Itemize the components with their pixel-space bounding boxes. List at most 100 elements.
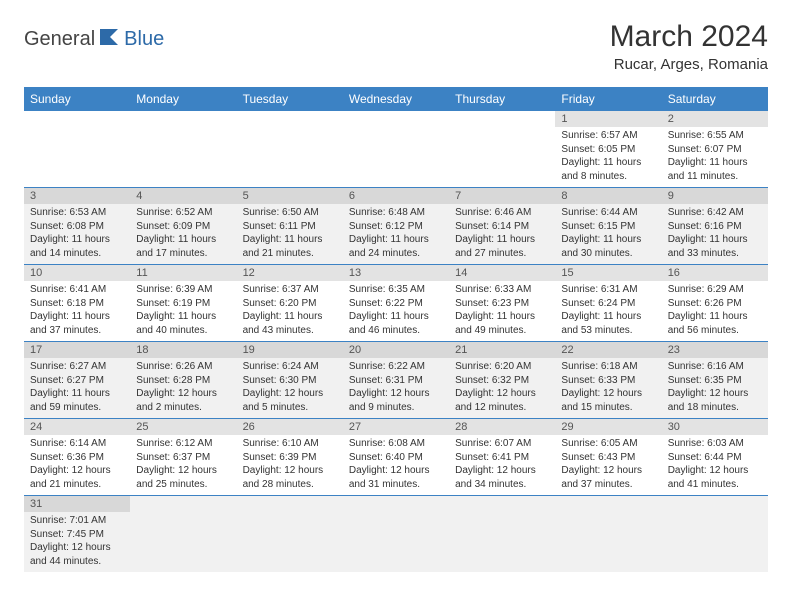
detail-line: Sunrise: 6:33 AM: [455, 283, 549, 297]
calendar-cell-empty: [343, 496, 449, 573]
calendar-cell: 24Sunrise: 6:14 AMSunset: 6:36 PMDayligh…: [24, 419, 130, 496]
detail-line: Daylight: 12 hours: [561, 387, 655, 401]
calendar-cell: 28Sunrise: 6:07 AMSunset: 6:41 PMDayligh…: [449, 419, 555, 496]
detail-line: and 27 minutes.: [455, 247, 549, 261]
calendar-cell: 18Sunrise: 6:26 AMSunset: 6:28 PMDayligh…: [130, 342, 236, 419]
calendar-cell-empty: [130, 496, 236, 573]
calendar-body: 1Sunrise: 6:57 AMSunset: 6:05 PMDaylight…: [24, 111, 768, 572]
calendar-row: 1Sunrise: 6:57 AMSunset: 6:05 PMDaylight…: [24, 111, 768, 188]
day-number: 7: [449, 188, 555, 204]
detail-line: Daylight: 11 hours: [349, 310, 443, 324]
detail-line: Sunset: 6:15 PM: [561, 220, 655, 234]
detail-line: Sunset: 6:32 PM: [455, 374, 549, 388]
day-number: 28: [449, 419, 555, 435]
day-number: 19: [237, 342, 343, 358]
day-details: Sunrise: 6:20 AMSunset: 6:32 PMDaylight:…: [449, 358, 555, 418]
day-number: 13: [343, 265, 449, 281]
day-number: 29: [555, 419, 661, 435]
detail-line: and 37 minutes.: [561, 478, 655, 492]
detail-line: Sunset: 6:24 PM: [561, 297, 655, 311]
detail-line: and 28 minutes.: [243, 478, 337, 492]
day-number: 15: [555, 265, 661, 281]
day-number: 11: [130, 265, 236, 281]
detail-line: Daylight: 12 hours: [243, 464, 337, 478]
day-number: 24: [24, 419, 130, 435]
calendar-row: 17Sunrise: 6:27 AMSunset: 6:27 PMDayligh…: [24, 342, 768, 419]
detail-line: Daylight: 11 hours: [243, 310, 337, 324]
day-details: Sunrise: 6:55 AMSunset: 6:07 PMDaylight:…: [662, 127, 768, 187]
detail-line: Sunset: 6:23 PM: [455, 297, 549, 311]
detail-line: Sunset: 6:26 PM: [668, 297, 762, 311]
day-number: 17: [24, 342, 130, 358]
day-details: Sunrise: 6:37 AMSunset: 6:20 PMDaylight:…: [237, 281, 343, 341]
detail-line: Sunrise: 6:39 AM: [136, 283, 230, 297]
detail-line: Sunset: 6:16 PM: [668, 220, 762, 234]
detail-line: Daylight: 11 hours: [30, 310, 124, 324]
detail-line: and 21 minutes.: [243, 247, 337, 261]
detail-line: Sunrise: 6:16 AM: [668, 360, 762, 374]
day-number: 22: [555, 342, 661, 358]
detail-line: Sunset: 6:43 PM: [561, 451, 655, 465]
day-details: Sunrise: 6:22 AMSunset: 6:31 PMDaylight:…: [343, 358, 449, 418]
detail-line: and 9 minutes.: [349, 401, 443, 415]
detail-line: Sunset: 6:05 PM: [561, 143, 655, 157]
detail-line: Sunset: 6:20 PM: [243, 297, 337, 311]
month-title: March 2024: [610, 20, 768, 54]
detail-line: Daylight: 12 hours: [30, 541, 124, 555]
day-details: Sunrise: 6:33 AMSunset: 6:23 PMDaylight:…: [449, 281, 555, 341]
calendar-cell-empty: [662, 496, 768, 573]
logo-text-1: General: [24, 28, 95, 51]
detail-line: Daylight: 11 hours: [455, 233, 549, 247]
detail-line: Daylight: 11 hours: [561, 310, 655, 324]
calendar-cell: 6Sunrise: 6:48 AMSunset: 6:12 PMDaylight…: [343, 188, 449, 265]
detail-line: and 15 minutes.: [561, 401, 655, 415]
detail-line: Sunset: 6:07 PM: [668, 143, 762, 157]
calendar-cell: 16Sunrise: 6:29 AMSunset: 6:26 PMDayligh…: [662, 265, 768, 342]
calendar-cell-empty: [130, 111, 236, 188]
detail-line: Sunset: 6:12 PM: [349, 220, 443, 234]
calendar-cell: 12Sunrise: 6:37 AMSunset: 6:20 PMDayligh…: [237, 265, 343, 342]
title-block: March 2024 Rucar, Arges, Romania: [610, 20, 768, 73]
detail-line: Sunrise: 6:41 AM: [30, 283, 124, 297]
detail-line: and 30 minutes.: [561, 247, 655, 261]
day-details: Sunrise: 6:12 AMSunset: 6:37 PMDaylight:…: [130, 435, 236, 495]
calendar-cell-empty: [449, 496, 555, 573]
detail-line: Daylight: 11 hours: [349, 233, 443, 247]
day-number: 4: [130, 188, 236, 204]
detail-line: Sunrise: 6:35 AM: [349, 283, 443, 297]
detail-line: and 37 minutes.: [30, 324, 124, 338]
detail-line: Sunrise: 6:26 AM: [136, 360, 230, 374]
detail-line: and 31 minutes.: [349, 478, 443, 492]
day-details: Sunrise: 6:24 AMSunset: 6:30 PMDaylight:…: [237, 358, 343, 418]
calendar-cell: 26Sunrise: 6:10 AMSunset: 6:39 PMDayligh…: [237, 419, 343, 496]
detail-line: Sunset: 6:18 PM: [30, 297, 124, 311]
detail-line: Daylight: 12 hours: [668, 464, 762, 478]
calendar-row: 24Sunrise: 6:14 AMSunset: 6:36 PMDayligh…: [24, 419, 768, 496]
day-number: 3: [24, 188, 130, 204]
day-number: 26: [237, 419, 343, 435]
calendar-cell-empty: [343, 111, 449, 188]
detail-line: Sunrise: 6:50 AM: [243, 206, 337, 220]
calendar-cell: 1Sunrise: 6:57 AMSunset: 6:05 PMDaylight…: [555, 111, 661, 188]
detail-line: Sunset: 6:41 PM: [455, 451, 549, 465]
day-number: 18: [130, 342, 236, 358]
day-details: Sunrise: 6:53 AMSunset: 6:08 PMDaylight:…: [24, 204, 130, 264]
day-details: Sunrise: 6:31 AMSunset: 6:24 PMDaylight:…: [555, 281, 661, 341]
detail-line: and 53 minutes.: [561, 324, 655, 338]
calendar-cell: 19Sunrise: 6:24 AMSunset: 6:30 PMDayligh…: [237, 342, 343, 419]
detail-line: and 12 minutes.: [455, 401, 549, 415]
calendar-cell: 27Sunrise: 6:08 AMSunset: 6:40 PMDayligh…: [343, 419, 449, 496]
detail-line: Sunset: 6:44 PM: [668, 451, 762, 465]
detail-line: Daylight: 12 hours: [349, 387, 443, 401]
detail-line: Sunset: 6:11 PM: [243, 220, 337, 234]
calendar-cell: 21Sunrise: 6:20 AMSunset: 6:32 PMDayligh…: [449, 342, 555, 419]
calendar-cell: 25Sunrise: 6:12 AMSunset: 6:37 PMDayligh…: [130, 419, 236, 496]
detail-line: Daylight: 12 hours: [136, 387, 230, 401]
detail-line: Sunset: 6:35 PM: [668, 374, 762, 388]
detail-line: and 8 minutes.: [561, 170, 655, 184]
day-details: Sunrise: 6:39 AMSunset: 6:19 PMDaylight:…: [130, 281, 236, 341]
day-details: Sunrise: 6:16 AMSunset: 6:35 PMDaylight:…: [662, 358, 768, 418]
day-number: 5: [237, 188, 343, 204]
day-details: Sunrise: 6:03 AMSunset: 6:44 PMDaylight:…: [662, 435, 768, 495]
day-details: Sunrise: 6:29 AMSunset: 6:26 PMDaylight:…: [662, 281, 768, 341]
